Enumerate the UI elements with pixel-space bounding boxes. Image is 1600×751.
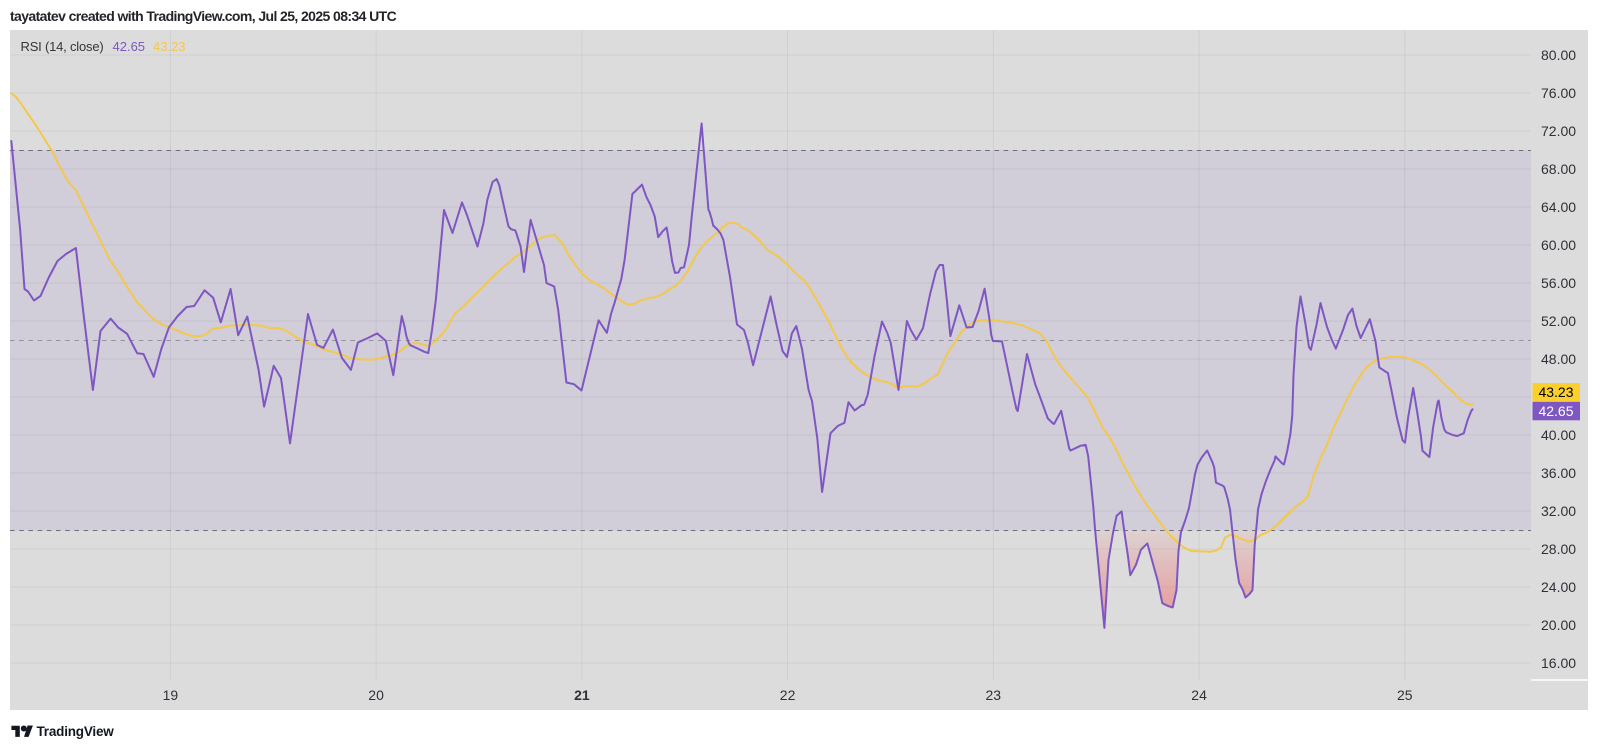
- svg-text:76.00: 76.00: [1541, 85, 1576, 101]
- svg-text:22: 22: [780, 687, 796, 703]
- svg-text:16.00: 16.00: [1541, 655, 1576, 671]
- svg-text:19: 19: [163, 687, 179, 703]
- svg-text:24.00: 24.00: [1541, 579, 1576, 595]
- svg-text:40.00: 40.00: [1541, 427, 1576, 443]
- svg-text:20.00: 20.00: [1541, 617, 1576, 633]
- svg-text:42.65: 42.65: [113, 39, 146, 54]
- svg-text:80.00: 80.00: [1541, 47, 1576, 63]
- svg-text:24: 24: [1191, 687, 1207, 703]
- svg-text:20: 20: [368, 687, 384, 703]
- svg-text:25: 25: [1397, 687, 1413, 703]
- svg-text:48.00: 48.00: [1541, 351, 1576, 367]
- svg-text:52.00: 52.00: [1541, 313, 1576, 329]
- svg-text:43.23: 43.23: [153, 39, 186, 54]
- svg-text:64.00: 64.00: [1541, 199, 1576, 215]
- svg-text:42.65: 42.65: [1538, 403, 1573, 419]
- svg-text:43.23: 43.23: [1538, 384, 1573, 400]
- svg-text:72.00: 72.00: [1541, 123, 1576, 139]
- svg-text:60.00: 60.00: [1541, 237, 1576, 253]
- svg-text:68.00: 68.00: [1541, 161, 1576, 177]
- svg-text:23: 23: [986, 687, 1002, 703]
- svg-text:28.00: 28.00: [1541, 541, 1576, 557]
- svg-text:21: 21: [574, 687, 590, 703]
- svg-text:RSI (14, close): RSI (14, close): [21, 39, 104, 54]
- svg-text:36.00: 36.00: [1541, 465, 1576, 481]
- svg-text:32.00: 32.00: [1541, 503, 1576, 519]
- svg-text:56.00: 56.00: [1541, 275, 1576, 291]
